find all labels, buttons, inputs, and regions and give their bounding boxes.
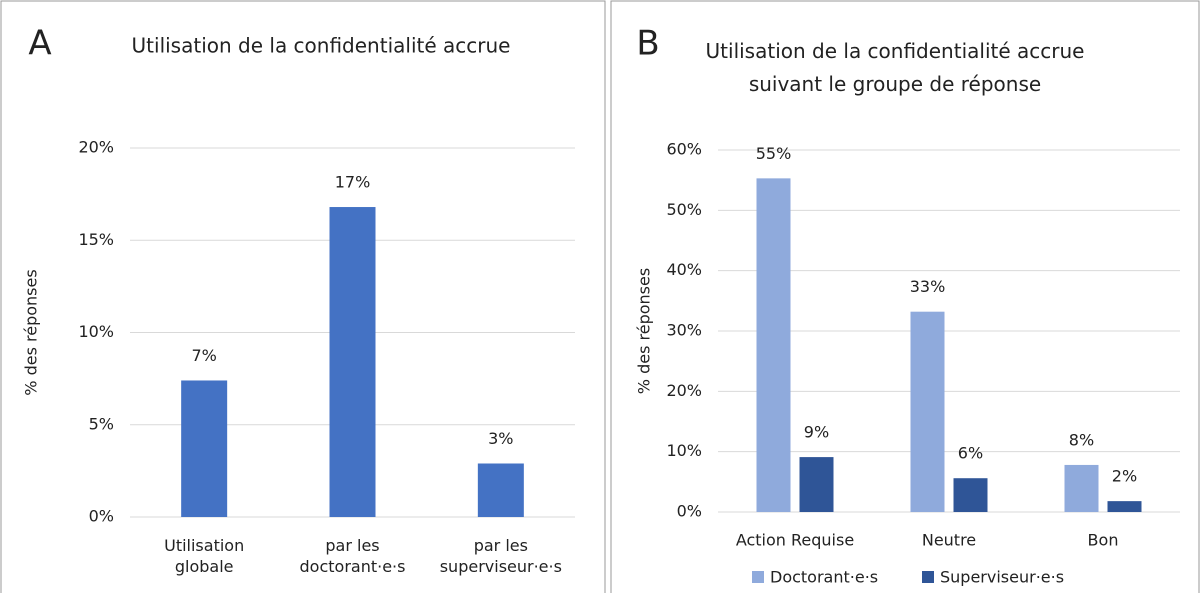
value-label: 17% [335,173,371,192]
legend-swatch [752,571,764,583]
value-label: 33% [910,277,946,296]
y-tick-label: 0% [89,507,114,526]
y-tick-label: 0% [677,502,702,521]
bar [181,380,228,517]
x-tick-label: par les superviseur·e·s [440,536,562,576]
chart-title: Utilisation de la confidentialité accrue… [706,39,1085,96]
y-axis-label: % des réponses [22,269,41,395]
bar [329,207,376,518]
chart-title: Utilisation de la confidentialité accrue [132,34,511,58]
panel-label: B [636,24,659,64]
bar [477,463,524,517]
legend-swatch [922,571,934,583]
y-tick-label: 40% [666,260,702,279]
x-tick-label: par les doctorant·e·s [300,536,406,576]
bar [756,178,791,512]
y-tick-label: 50% [666,200,702,219]
bar [1107,501,1142,512]
y-tick-label: 5% [89,414,114,433]
y-tick-label: 20% [78,138,114,157]
y-tick-label: 60% [666,140,702,159]
x-tick-label: Action Requise [736,531,854,550]
x-tick-label: Bon [1088,531,1119,550]
value-label: 9% [804,423,829,442]
y-tick-label: 10% [666,441,702,460]
y-tick-label: 30% [666,321,702,340]
x-tick-label: Neutre [922,531,976,550]
bar [1064,464,1099,512]
bar [799,457,834,512]
value-label: 55% [756,144,792,163]
value-label: 2% [1112,467,1137,486]
bar [910,311,945,512]
legend-label: Superviseur·e·s [940,568,1064,587]
value-label: 3% [488,429,513,448]
value-label: 6% [958,444,983,463]
y-tick-label: 20% [666,381,702,400]
panel-border [0,0,606,593]
value-label: 8% [1069,430,1094,449]
value-label: 7% [191,346,216,365]
bar [953,478,988,512]
y-tick-label: 10% [78,322,114,341]
legend-label: Doctorant·e·s [770,568,878,587]
y-tick-label: 15% [78,230,114,249]
y-axis-label: % des réponses [635,268,654,394]
panel-label: A [28,24,51,64]
x-tick-label: Utilisation globale [164,536,244,576]
panel-border [610,0,1200,593]
